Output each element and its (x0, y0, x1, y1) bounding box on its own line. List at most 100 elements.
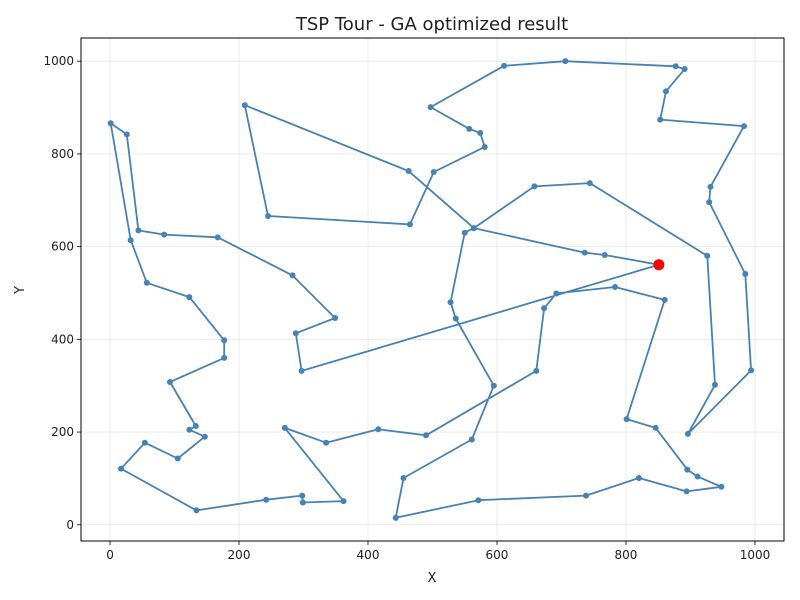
x-tick-label: 200 (228, 548, 251, 562)
x-tick-label: 1000 (740, 548, 771, 562)
city-point (430, 168, 437, 175)
city-point (742, 270, 749, 277)
city-point (405, 168, 412, 175)
x-tick-label: 600 (486, 548, 509, 562)
y-tick-label: 1000 (43, 54, 74, 68)
city-point (117, 465, 124, 472)
city-point (718, 483, 725, 490)
city-point (468, 436, 475, 443)
grid (81, 38, 784, 541)
city-point (461, 229, 468, 236)
city-point (684, 466, 691, 473)
city-point (652, 424, 659, 431)
city-point (298, 367, 305, 374)
city-point (141, 439, 148, 446)
city-point (470, 225, 477, 232)
city-point (475, 497, 482, 504)
city-point (748, 367, 755, 374)
city-point (672, 63, 679, 70)
city-point (107, 120, 114, 127)
city-point (683, 488, 690, 495)
city-point (586, 180, 593, 187)
city-point (323, 439, 330, 446)
city-point (741, 123, 748, 130)
city-point (392, 514, 399, 521)
city-point (423, 432, 430, 439)
x-tick-label: 0 (106, 548, 114, 562)
city-point (265, 213, 272, 220)
city-point (623, 416, 630, 423)
tour-layer (107, 58, 755, 521)
city-point (533, 367, 540, 374)
city-point (192, 423, 199, 430)
city-point (452, 315, 459, 322)
y-tick-label: 400 (51, 332, 74, 346)
city-point (263, 496, 270, 503)
city-point (447, 299, 454, 306)
city-point (704, 252, 711, 259)
city-point (466, 125, 473, 132)
city-point (127, 237, 134, 244)
tour-path (109, 60, 752, 519)
city-point (601, 251, 608, 258)
city-point (477, 130, 484, 137)
y-axis: 0 200 400 600 800 1000 (43, 54, 81, 532)
start-layer (653, 259, 665, 271)
city-point (481, 143, 488, 150)
city-point (221, 354, 228, 361)
city-point (661, 296, 668, 303)
city-point (635, 474, 642, 481)
city-point (541, 305, 548, 312)
city-point (400, 474, 407, 481)
city-point (581, 249, 588, 256)
city-point (582, 492, 589, 499)
city-point (706, 199, 713, 206)
city-point (531, 183, 538, 190)
city-point (123, 131, 130, 138)
chart-title: TSP Tour - GA optimized result (295, 14, 568, 35)
y-tick-label: 800 (51, 147, 74, 161)
city-point (406, 221, 413, 228)
city-point (332, 315, 339, 322)
city-point (612, 283, 619, 290)
city-point (186, 426, 193, 433)
city-point (201, 433, 208, 440)
city-point (707, 183, 714, 190)
city-point (214, 234, 221, 241)
y-tick-label: 200 (51, 425, 74, 439)
city-point (562, 58, 569, 65)
y-axis-label: Y (13, 286, 28, 295)
city-point (135, 227, 142, 234)
city-point (281, 424, 288, 431)
city-point (174, 455, 181, 462)
city-point (681, 66, 688, 73)
city-point (241, 102, 248, 109)
x-axis: 0 200 400 600 800 1000 (106, 541, 770, 562)
start-city-marker (653, 259, 665, 271)
city-point (292, 330, 299, 337)
city-point (299, 492, 306, 499)
city-point (427, 104, 434, 111)
city-point (684, 430, 691, 437)
x-axis-label: X (428, 571, 437, 586)
y-tick-label: 0 (66, 518, 74, 532)
city-point (657, 116, 664, 123)
city-point (289, 272, 296, 279)
city-point (662, 88, 669, 95)
city-point (711, 381, 718, 388)
city-point (221, 337, 228, 344)
plot-frame (80, 37, 785, 542)
city-point (161, 231, 168, 238)
city-point (186, 294, 193, 301)
city-point (490, 382, 497, 389)
city-point (340, 498, 347, 505)
x-tick-label: 800 (615, 548, 638, 562)
city-point (553, 290, 560, 297)
city-point (193, 507, 200, 514)
city-point (694, 473, 701, 480)
city-point (501, 62, 508, 69)
city-point (143, 279, 150, 286)
city-point (299, 499, 306, 506)
x-tick-label: 400 (357, 548, 380, 562)
